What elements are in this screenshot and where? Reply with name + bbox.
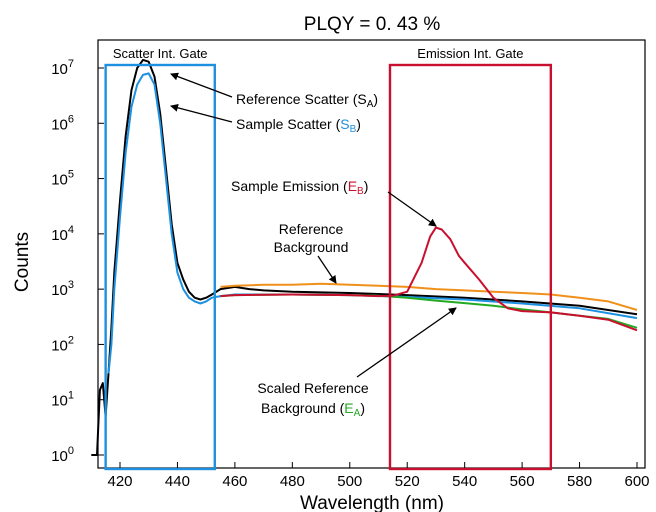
x-tick-label: 440 xyxy=(165,473,190,490)
y-tick-label: 102 xyxy=(51,334,74,354)
annotation-reference-background: Reference Background xyxy=(274,221,349,284)
arrow-sample-scatter xyxy=(170,103,233,123)
annotation-reference-scatter: Reference Scatter (SA) xyxy=(170,72,378,110)
annotation-scaled-bg-line2: Background ( xyxy=(261,400,345,416)
gate-emission-label: Emission Int. Gate xyxy=(417,46,523,61)
plot-frame xyxy=(97,39,646,469)
y-tick-label: 101 xyxy=(51,390,74,410)
annotation-sample-scatter: Sample Scatter (SB) xyxy=(170,103,361,135)
annotation-sample-emission-sub-base: E xyxy=(348,178,357,194)
arrow-scaled-reference-background xyxy=(356,307,457,378)
y-tick-label: 107 xyxy=(51,58,74,78)
annotation-sample-scatter-sub: B xyxy=(350,124,357,135)
annotation-ref-bg-line2: Background xyxy=(274,239,349,255)
annotation-ref-scatter-sub-base: S xyxy=(357,91,366,107)
chart-title: PLQY = 0. 43 % xyxy=(304,14,441,35)
plot-area xyxy=(97,39,646,469)
x-tick-label: 500 xyxy=(337,473,362,490)
gate-emission-box xyxy=(388,63,553,471)
annotation-scaled-bg-sub-base: E xyxy=(344,400,353,416)
annotation-ref-bg-line1: Reference xyxy=(279,221,344,237)
x-tick-label: 460 xyxy=(222,473,247,490)
annotation-ref-scatter-sub: A xyxy=(367,99,374,110)
y-tick-label: 105 xyxy=(51,169,74,189)
y-axis-label: Counts xyxy=(12,232,33,292)
annotation-sample-emission: Sample Emission (EB) xyxy=(231,178,437,227)
y-tick-label: 106 xyxy=(51,113,74,133)
ticks-layer: 420 440 460 480 500 520 540 560 580 600 100 101 102 1… xyxy=(51,58,649,490)
series-ref_background xyxy=(220,282,638,311)
annotation-sample-emission-sub: B xyxy=(357,186,364,197)
y-tick-label: 104 xyxy=(51,224,74,244)
series-layer xyxy=(91,58,638,456)
x-axis-label: Wavelength (nm) xyxy=(300,493,444,512)
x-tick-label: 560 xyxy=(510,473,535,490)
annotation-sample-scatter-suffix: ) xyxy=(356,116,361,132)
series-sample_scatter xyxy=(107,72,638,374)
annotation-ref-scatter-suffix: ) xyxy=(373,91,378,107)
series-scaled_ref_background xyxy=(220,293,638,329)
annotation-scaled-bg-suffix: ) xyxy=(360,400,365,416)
arrow-sample-emission xyxy=(387,191,437,227)
annotation-scaled-reference-background: Scaled Reference Background (EA) xyxy=(257,307,457,419)
gates-layer: Scatter Int. Gate Emission Int. Gate xyxy=(104,46,553,471)
y-tick-label: 100 xyxy=(51,445,74,465)
arrow-reference-scatter xyxy=(170,72,233,98)
x-tick-label: 480 xyxy=(280,473,305,490)
x-tick-label: 540 xyxy=(452,473,477,490)
x-tick-label: 420 xyxy=(107,473,132,490)
annotation-scaled-bg-line1: Scaled Reference xyxy=(257,380,369,396)
x-tick-label: 520 xyxy=(395,473,420,490)
arrow-reference-background xyxy=(317,255,337,284)
svg-text:Reference Scatter (SA): Reference Scatter (SA) xyxy=(236,91,378,110)
x-tick-label: 600 xyxy=(624,473,649,490)
svg-text:Sample Emission (EB): Sample Emission (EB) xyxy=(231,178,368,197)
annotation-scaled-bg-sub: A xyxy=(354,408,361,419)
svg-text:Background (EA): Background (EA) xyxy=(261,400,365,419)
gate-scatter-box xyxy=(104,63,216,471)
annotation-sample-scatter-sub-base: S xyxy=(340,116,349,132)
annotation-ref-scatter-text: Reference Scatter ( xyxy=(236,91,358,107)
annotation-sample-emission-suffix: ) xyxy=(364,178,369,194)
y-tick-label: 103 xyxy=(51,279,74,299)
x-tick-label: 580 xyxy=(567,473,592,490)
gate-scatter-label: Scatter Int. Gate xyxy=(113,46,208,61)
series-sample_emission xyxy=(220,226,638,332)
svg-text:Sample Scatter (SB): Sample Scatter (SB) xyxy=(236,116,361,135)
annotation-sample-scatter-text: Sample Scatter ( xyxy=(236,116,341,132)
annotation-sample-emission-text: Sample Emission ( xyxy=(231,178,348,194)
